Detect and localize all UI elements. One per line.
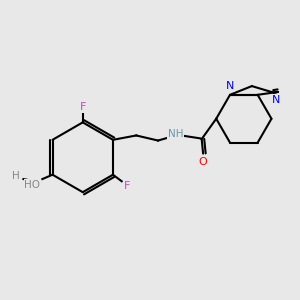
Text: N: N	[272, 95, 281, 105]
Text: NH: NH	[168, 129, 183, 139]
Text: F: F	[80, 102, 86, 112]
Text: F: F	[124, 182, 130, 191]
Text: O: O	[199, 158, 208, 167]
Text: N: N	[226, 81, 234, 91]
Text: HO: HO	[24, 180, 40, 190]
Text: H: H	[12, 171, 19, 181]
